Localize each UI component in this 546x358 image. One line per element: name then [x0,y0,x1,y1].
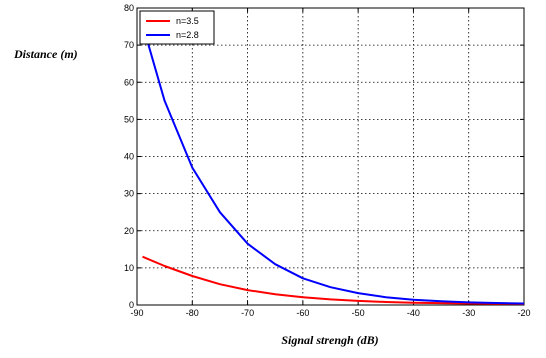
y-tick-labels: 0 10 20 30 40 50 60 70 80 [124,3,134,310]
y-tick-label: 30 [124,189,134,199]
x-tick-label: -20 [517,308,530,318]
legend-label-n28: n=2.8 [176,30,199,40]
series-group [142,37,525,305]
y-tick-label: 60 [124,77,134,87]
legend: n=3.5 n=2.8 [139,10,215,45]
legend-box [139,10,215,45]
series-line-1 [145,37,525,305]
y-tick-label: 40 [124,152,134,162]
x-tick-label: -40 [407,308,420,318]
y-tick-label: 80 [124,3,134,13]
y-axis-label: Distance (m) [13,47,78,61]
x-axis-label: Signal strengh (dB) [281,333,378,347]
x-tick-label: -50 [352,308,365,318]
y-tick-label: 10 [124,263,134,273]
y-tick-label: 20 [124,226,134,236]
x-tick-label: -80 [186,308,199,318]
y-tick-label: 50 [124,114,134,124]
x-tick-label: -70 [241,308,254,318]
x-tick-label: -30 [462,308,475,318]
legend-label-n35: n=3.5 [176,16,199,26]
y-tick-label: 70 [124,40,134,50]
x-tick-label: -90 [130,308,143,318]
series-line-0 [142,255,525,305]
x-tick-label: -60 [296,308,309,318]
grid-lines [137,8,524,305]
x-tick-labels: -90 -80 -70 -60 -50 -40 -30 -20 [130,308,530,318]
tick-marks [136,7,525,306]
y-tick-label: 0 [129,300,134,310]
